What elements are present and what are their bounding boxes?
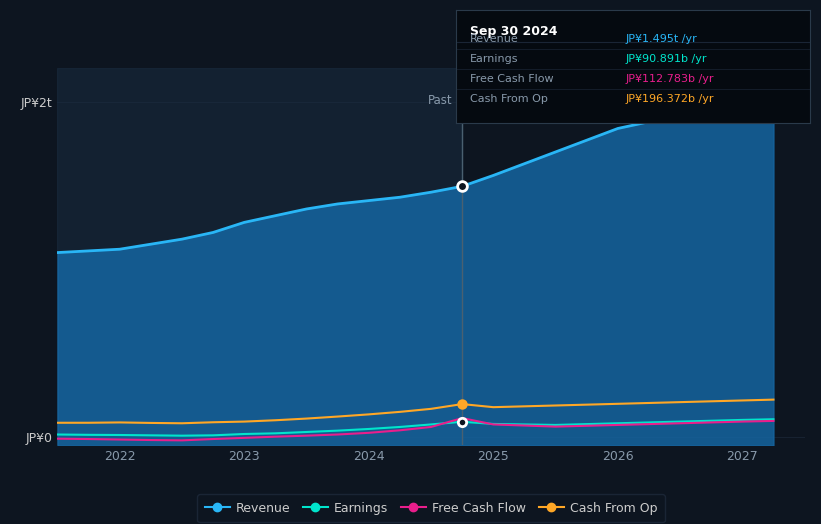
Text: JP¥90.891b /yr: JP¥90.891b /yr	[626, 54, 708, 64]
Text: Revenue: Revenue	[470, 34, 519, 43]
Text: Free Cash Flow: Free Cash Flow	[470, 74, 553, 84]
Legend: Revenue, Earnings, Free Cash Flow, Cash From Op: Revenue, Earnings, Free Cash Flow, Cash …	[197, 494, 665, 522]
Text: Cash From Op: Cash From Op	[470, 94, 548, 104]
Text: Earnings: Earnings	[470, 54, 518, 64]
Text: JP¥1.495t /yr: JP¥1.495t /yr	[626, 34, 698, 43]
Text: Sep 30 2024: Sep 30 2024	[470, 25, 557, 38]
Text: JP¥112.783b /yr: JP¥112.783b /yr	[626, 74, 714, 84]
Text: Analysts Forecasts: Analysts Forecasts	[472, 94, 582, 107]
Text: Past: Past	[428, 94, 452, 107]
Bar	[57, 68, 462, 445]
Text: JP¥196.372b /yr: JP¥196.372b /yr	[626, 94, 714, 104]
